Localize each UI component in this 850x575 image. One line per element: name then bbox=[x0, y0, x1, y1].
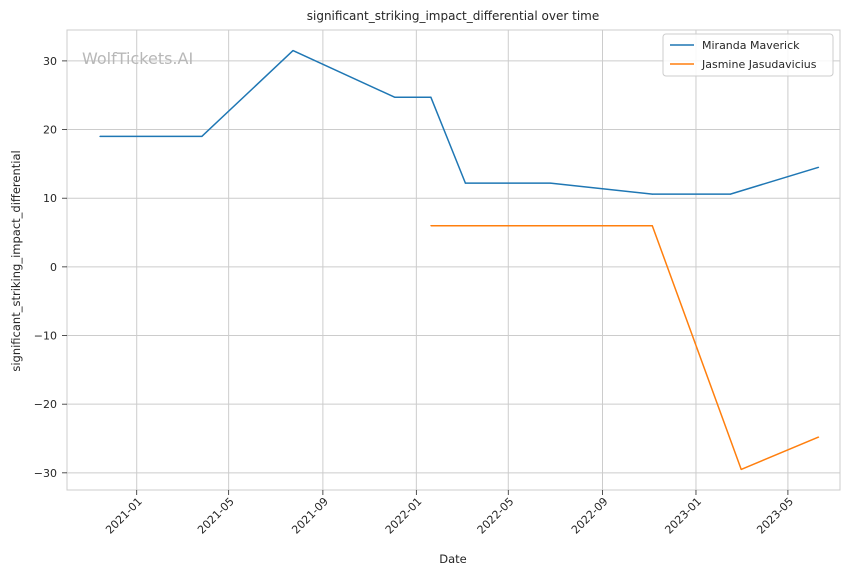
plot-area-frame bbox=[66, 29, 841, 491]
series-line-miranda-maverick bbox=[99, 49, 819, 195]
x-axis-label: Date bbox=[439, 552, 467, 566]
legend-label-miranda-maverick: Miranda Maverick bbox=[702, 39, 800, 52]
y-tick-label: 10 bbox=[43, 192, 57, 205]
data-point-miranda-maverick bbox=[464, 182, 466, 184]
data-point-miranda-maverick bbox=[817, 166, 820, 168]
data-point-miranda-maverick bbox=[430, 96, 432, 98]
data-point-miranda-maverick bbox=[729, 193, 732, 195]
legend: Miranda Maverick Jasmine Jasudavicius bbox=[662, 33, 834, 77]
data-point-miranda-maverick bbox=[99, 135, 101, 138]
y-tick-label: 20 bbox=[43, 124, 57, 137]
y-tick-label: 0 bbox=[50, 261, 57, 274]
data-point-jasmine-jasudavicius bbox=[651, 225, 653, 227]
legend-label-jasmine-jasudavicius: Jasmine Jasudavicius bbox=[701, 58, 817, 71]
data-point-jasmine-jasudavicius bbox=[430, 225, 432, 227]
y-tick-label: −10 bbox=[34, 330, 57, 343]
y-tick-labels: 30 20 10 0 −10 −20 −30 bbox=[34, 55, 67, 480]
series-line-jasmine-jasudavicius bbox=[430, 224, 819, 471]
series-layer bbox=[99, 49, 820, 471]
watermark-text: WolfTickets.AI bbox=[82, 49, 193, 68]
y-axis-label: significant_striking_impact_differential bbox=[9, 150, 23, 371]
data-point-jasmine-jasudavicius bbox=[740, 468, 742, 471]
y-gridlines bbox=[67, 60, 840, 474]
data-point-miranda-maverick bbox=[292, 49, 294, 52]
legend-box bbox=[662, 33, 834, 77]
data-point-miranda-maverick bbox=[549, 182, 552, 184]
data-point-miranda-maverick bbox=[651, 193, 653, 195]
data-point-jasmine-jasudavicius bbox=[817, 436, 820, 438]
chart-title: significant_striking_impact_differential… bbox=[307, 9, 599, 23]
x-gridlines bbox=[136, 30, 789, 490]
y-tick-label: −30 bbox=[34, 467, 57, 480]
data-point-miranda-maverick bbox=[201, 135, 203, 138]
data-point-miranda-maverick bbox=[394, 96, 396, 98]
y-tick-label: −20 bbox=[34, 398, 57, 411]
y-tick-label: 30 bbox=[43, 55, 57, 68]
